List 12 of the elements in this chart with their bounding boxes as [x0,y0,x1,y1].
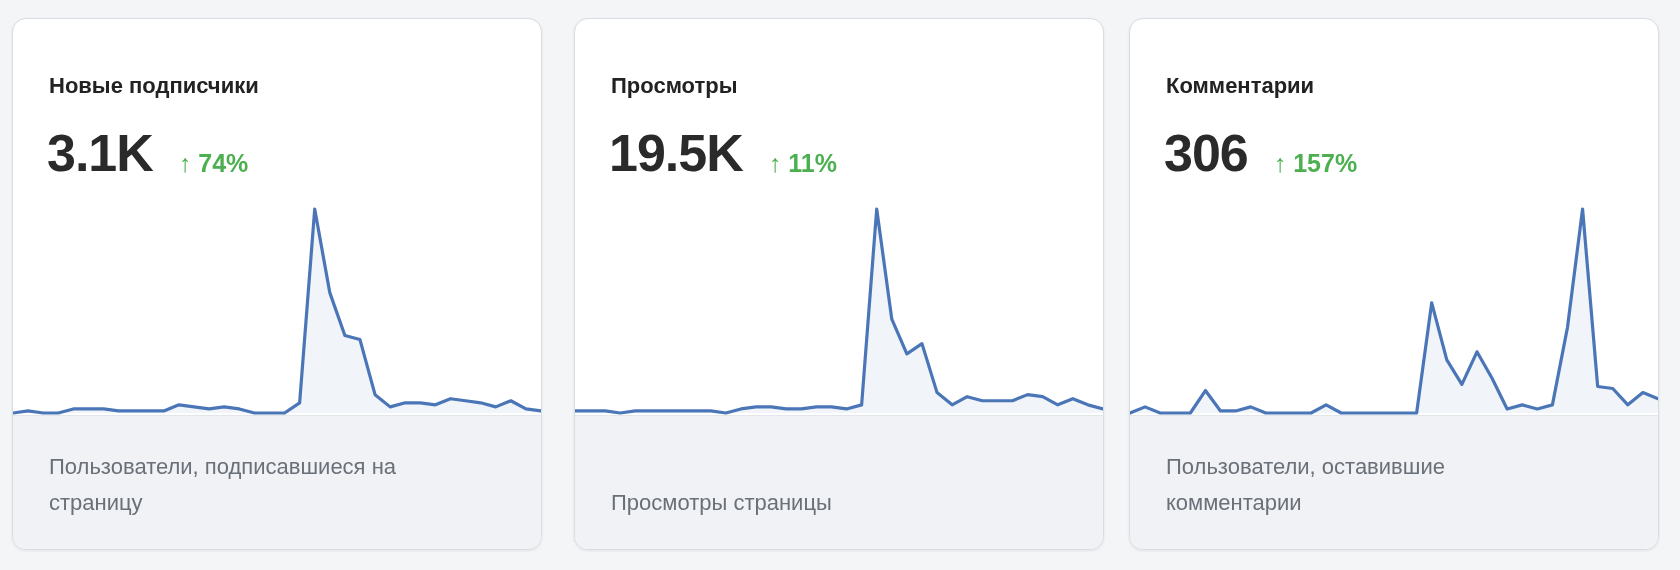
text: ↑ 11% [768,149,837,178]
chart-title: Просмотры [611,73,738,99]
text: ↑ 157% [1273,149,1358,178]
text: ↑ 74% [178,149,249,178]
chart-title: Комментарии [1166,73,1315,99]
text: 306 [1164,123,1248,183]
text: 3.1K [47,123,153,183]
text: Просмотры страницы [611,489,833,517]
chart-title: Новые подписчики [49,73,259,99]
text: Пользователи, оставившие комментарии [1166,453,1446,517]
text: 19.5K [609,123,743,183]
text: Пользователи, подписавшиеся на страницу [49,453,398,517]
